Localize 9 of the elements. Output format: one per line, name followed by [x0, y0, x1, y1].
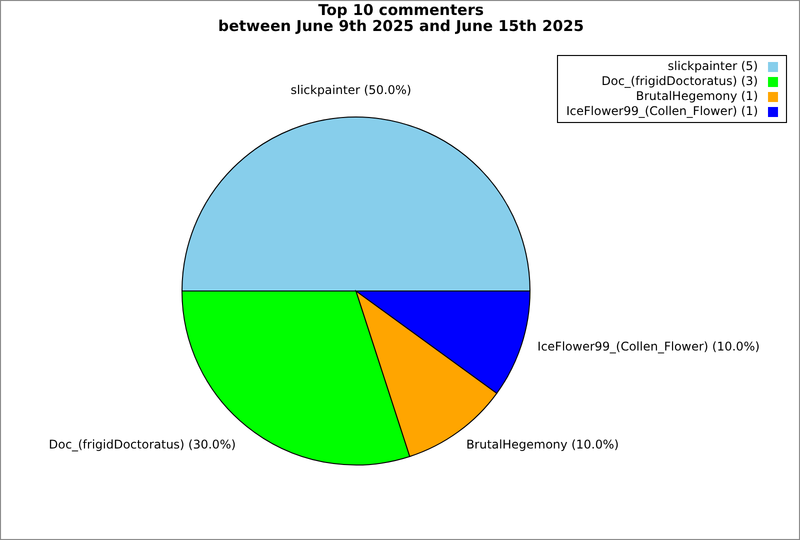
legend-label: Doc_(frigidDoctoratus) (3) [602, 74, 758, 88]
data-label: BrutalHegemony (10.0%) [466, 438, 619, 452]
legend-label: slickpainter (5) [668, 59, 758, 73]
data-label: IceFlower99_(Collen_Flower) (10.0%) [537, 340, 760, 354]
data-label: slickpainter (50.0%) [290, 83, 412, 97]
data-label: Doc_(frigidDoctoratus) (30.0%) [48, 438, 236, 452]
legend-label: IceFlower99_(Collen_Flower) (1) [566, 104, 758, 118]
chart-title: Top 10 commenters between June 9th 2025 and June 15th 2025 [218, 1, 584, 35]
legend-label: BrutalHegemony (1) [636, 89, 758, 103]
